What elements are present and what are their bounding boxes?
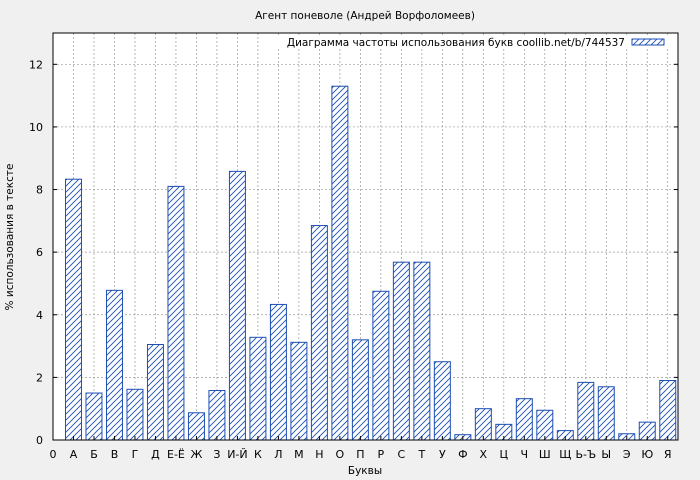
x-tick-label: 0 xyxy=(50,448,57,461)
x-tick-label: М xyxy=(294,448,304,461)
x-tick-label: П xyxy=(356,448,364,461)
x-tick-label: К xyxy=(254,448,262,461)
bar-У xyxy=(433,361,451,441)
plot-frame xyxy=(52,32,679,441)
x-ticks: 0 А Б В Г Д Е-Ё Ж З И-Й К Л М Н О П Р С Т У Ф Х Ц Ч Ш Щ Ь-Ъ Ы Э Ю Я xyxy=(50,436,672,461)
bar-Ь-Ъ xyxy=(577,381,595,441)
y-tick-label: 8 xyxy=(36,184,43,197)
x-tick-label: Я xyxy=(664,448,672,461)
y-tick-label: 4 xyxy=(36,309,43,322)
bar-Ш xyxy=(536,409,554,441)
bar-Е-Ё xyxy=(167,185,185,441)
x-tick-label: Г xyxy=(132,448,139,461)
x-tick-label: У xyxy=(439,448,446,461)
legend-box xyxy=(270,35,674,49)
x-tick-label: Б xyxy=(90,448,98,461)
x-tick-label: Н xyxy=(315,448,323,461)
x-tick-label: Ж xyxy=(191,448,203,461)
bar-Х xyxy=(474,408,492,441)
x-tick-label: О xyxy=(336,448,345,461)
x-tick-label: Ф xyxy=(458,448,467,461)
x-tick-label: Л xyxy=(274,448,282,461)
y-tick-label: 0 xyxy=(36,434,43,447)
bar-Л xyxy=(269,303,287,441)
bar-Ы xyxy=(597,386,615,441)
x-tick-label: Д xyxy=(151,448,160,461)
x-tick-label: З xyxy=(213,448,220,461)
bar-М xyxy=(290,341,308,441)
x-tick-label: И-Й xyxy=(227,448,247,461)
bar-Н xyxy=(310,225,328,441)
x-tick-label: В xyxy=(111,448,119,461)
x-tick-label: А xyxy=(70,448,78,461)
bar-И-Й xyxy=(228,170,246,441)
x-tick-label: Т xyxy=(417,448,425,461)
bar-Я xyxy=(659,380,677,441)
bar-Д xyxy=(146,344,164,441)
x-tick-label: Ш xyxy=(539,448,551,461)
x-tick-label: Х xyxy=(480,448,488,461)
x-tick-label: Р xyxy=(378,448,385,461)
x-tick-label: Э xyxy=(623,448,631,461)
bar-П xyxy=(351,339,369,441)
y-tick-label: 10 xyxy=(29,121,43,134)
bar-Т xyxy=(413,261,431,441)
x-tick-label: Е-Ё xyxy=(167,448,185,461)
x-tick-label: Ч xyxy=(521,448,529,461)
bar-К xyxy=(249,336,267,441)
legend-swatch xyxy=(631,38,665,46)
y-ticks: 0 2 4 6 8 10 12 xyxy=(29,58,678,447)
bar-Р xyxy=(372,290,390,441)
bar-З xyxy=(208,390,226,441)
y-tick-label: 2 xyxy=(36,371,43,384)
bar-О xyxy=(331,85,349,441)
y-tick-label: 6 xyxy=(36,246,43,259)
x-tick-label: Ь-Ъ xyxy=(575,448,596,461)
bar-Б xyxy=(85,392,103,441)
y-tick-label: 12 xyxy=(29,58,43,71)
x-axis-label: Буквы xyxy=(348,465,382,477)
legend-label: Диаграмма частоты использования букв coo… xyxy=(287,37,625,49)
y-axis-label: % использования в тексте xyxy=(4,164,16,311)
bar-Ч xyxy=(515,398,533,441)
bar-С xyxy=(392,261,410,441)
x-tick-label: С xyxy=(398,448,406,461)
chart-title: Агент поневоле (Андрей Ворфоломеев) xyxy=(255,10,475,22)
legend: Диаграмма частоты использования букв coo… xyxy=(270,35,674,49)
x-tick-label: Ю xyxy=(641,448,653,461)
x-tick-label: Ы xyxy=(601,448,611,461)
x-tick-label: Щ xyxy=(559,448,571,461)
bars xyxy=(65,85,677,441)
bar-А xyxy=(65,178,82,441)
bar-Г xyxy=(126,388,144,441)
bar-Ж xyxy=(187,412,205,441)
bar-В xyxy=(105,289,123,441)
x-tick-label: Ц xyxy=(500,448,509,461)
